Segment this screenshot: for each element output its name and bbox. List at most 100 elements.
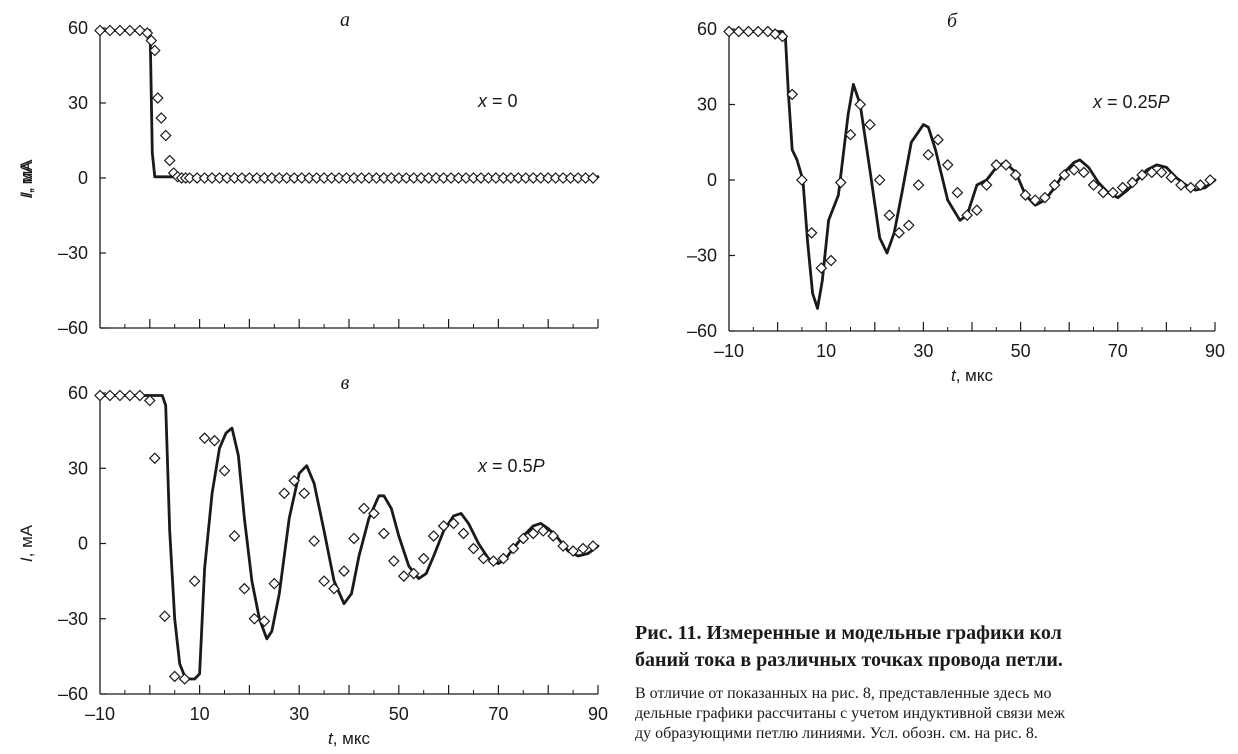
- measured-point: [587, 172, 599, 184]
- measured-point: [278, 487, 291, 500]
- measured-point: [732, 25, 745, 38]
- measured-point: [427, 530, 440, 542]
- measured-point: [178, 673, 191, 685]
- measured-point: [487, 555, 500, 567]
- caption-title-line-1: Рис. 11. Измеренные и модельные графики …: [635, 622, 1062, 644]
- measured-point: [298, 487, 311, 500]
- x-tick-label: 30: [913, 341, 933, 361]
- measured-point: [912, 179, 925, 191]
- y-tick-label: 60: [68, 383, 88, 403]
- measured-point: [158, 610, 171, 623]
- measured-point: [188, 575, 201, 587]
- x-tick-label: 50: [1011, 341, 1031, 361]
- measured-point: [971, 204, 983, 217]
- measured-point: [577, 542, 589, 555]
- measured-point: [308, 535, 320, 547]
- panel-letter: б: [947, 10, 958, 32]
- caption-body: В отличие от показанных на рис. 8, предс…: [635, 684, 1238, 744]
- measured-point: [902, 219, 915, 232]
- measured-point: [328, 582, 340, 595]
- measured-point: [1029, 194, 1042, 206]
- measured-point: [133, 389, 146, 402]
- measured-point: [338, 565, 350, 577]
- measured-point: [517, 532, 530, 545]
- x-tick-label: 10: [190, 704, 210, 724]
- measured-point: [776, 30, 789, 43]
- y-tick-label: –30: [687, 246, 717, 266]
- measured-point: [168, 670, 181, 683]
- measured-point: [932, 133, 944, 146]
- measured-point: [941, 159, 954, 171]
- x-tick-label: 10: [816, 341, 836, 361]
- measured-point: [1204, 174, 1216, 186]
- measured-point: [883, 209, 896, 222]
- y-tick-label: 30: [697, 95, 717, 115]
- measured-point: [477, 552, 490, 565]
- x-tick-label: 70: [1108, 341, 1128, 361]
- chart-panel-1: 60 30 0 –30 –60 I, мА а x = 0: [17, 9, 600, 338]
- model-curve: [98, 394, 600, 681]
- y-axis-label: I, мА: [17, 159, 36, 197]
- panel-letter: в: [341, 372, 350, 394]
- measured-point: [94, 24, 106, 37]
- y-tick-label: 0: [78, 534, 88, 554]
- measured-point: [1184, 181, 1197, 194]
- measured-point: [854, 98, 867, 111]
- panel-annotation: x = 0.25P: [1092, 92, 1170, 112]
- y-tick-label: –60: [687, 321, 717, 341]
- panel-annotation: x = 0.5P: [477, 456, 545, 476]
- caption-title-line-2: баний тока в различных точках провода пе…: [635, 649, 1063, 671]
- y-tick-label: 60: [68, 18, 88, 38]
- measured-point: [467, 542, 480, 555]
- y-tick-label: 0: [707, 170, 717, 190]
- caption-body-line-1: В отличие от показанных на рис. 8, предс…: [635, 685, 1052, 702]
- x-tick-label: 90: [1205, 341, 1225, 361]
- measured-point: [990, 159, 1003, 171]
- measured-point: [951, 186, 964, 199]
- measured-point: [844, 128, 857, 141]
- measured-point: [145, 34, 158, 47]
- panel-letter: а: [340, 9, 350, 31]
- measured-point: [159, 129, 172, 142]
- measured-point: [148, 44, 161, 57]
- caption-body-line-2: дельные графики рассчитаны с учетом инду…: [635, 705, 1065, 722]
- caption-body-line-3: ду образующими петлю линиями. Усл. обозн…: [635, 725, 1038, 742]
- measured-point: [104, 24, 116, 37]
- x-tick-label: –10: [714, 341, 744, 361]
- x-axis-label: t, мкс: [328, 729, 370, 748]
- y-tick-label: –30: [58, 609, 88, 629]
- measured-point: [815, 262, 828, 274]
- x-tick-label: 50: [389, 704, 409, 724]
- measured-point: [94, 389, 106, 402]
- measured-point: [796, 174, 808, 186]
- y-tick-label: 30: [68, 458, 88, 478]
- measured-point: [148, 452, 161, 465]
- measured-point: [387, 555, 400, 567]
- measured-point: [124, 24, 136, 37]
- measured-point: [1000, 159, 1012, 171]
- measured-point: [1126, 176, 1139, 189]
- measured-point: [567, 545, 579, 557]
- y-tick-label: –30: [58, 243, 88, 263]
- measured-point: [834, 176, 847, 189]
- measured-point: [1145, 166, 1158, 179]
- measured-point: [151, 92, 164, 104]
- measured-point: [1175, 179, 1187, 191]
- measured-point: [198, 432, 211, 444]
- measured-point: [114, 24, 126, 37]
- y-tick-label: 60: [697, 19, 717, 39]
- y-tick-label: 30: [68, 93, 88, 113]
- y-axis-label: I, мА: [17, 524, 36, 562]
- measured-point: [1155, 166, 1168, 179]
- measured-point: [288, 474, 301, 487]
- measured-point: [437, 520, 450, 532]
- measured-point: [507, 542, 520, 555]
- measured-point: [922, 148, 935, 161]
- measured-point: [557, 540, 569, 552]
- x-tick-label: 90: [588, 704, 608, 724]
- x-tick-label: 70: [488, 704, 508, 724]
- measured-point: [961, 209, 973, 222]
- measured-point: [1097, 186, 1110, 199]
- x-tick-label: 30: [289, 704, 309, 724]
